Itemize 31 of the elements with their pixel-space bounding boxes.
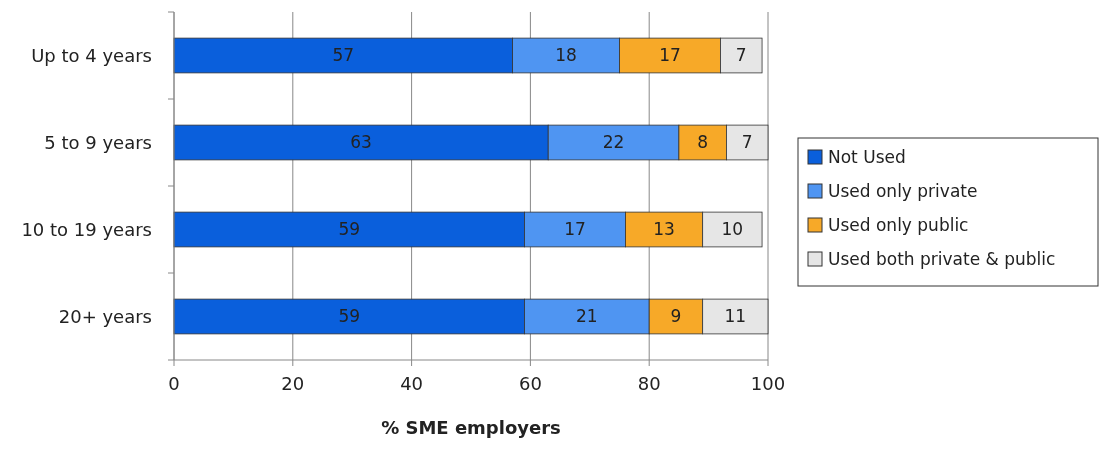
data-label: 18	[555, 45, 577, 66]
x-tick-label: 80	[637, 373, 661, 394]
data-label: 57	[332, 45, 355, 66]
data-label: 9	[670, 306, 682, 327]
legend-label: Used both private & public	[828, 248, 1056, 269]
data-label: 11	[724, 306, 747, 327]
data-label: 7	[735, 45, 747, 66]
data-label: 59	[338, 306, 361, 327]
y-tick-label: 5 to 9 years	[44, 131, 152, 153]
x-tick-label: 60	[518, 373, 542, 394]
legend-label: Used only public	[828, 214, 969, 235]
x-tick-label: 40	[400, 373, 424, 394]
data-label: 13	[653, 219, 675, 240]
data-label: 10	[721, 219, 744, 240]
data-label: 63	[350, 132, 372, 153]
y-tick-label: 10 to 19 years	[21, 218, 152, 240]
data-label: 17	[564, 219, 586, 240]
legend-label: Not Used	[828, 146, 906, 167]
x-axis-title: % SME employers	[381, 417, 561, 438]
data-label: 59	[338, 219, 361, 240]
x-tick-label: 0	[168, 373, 180, 394]
y-tick-label: 20+ years	[58, 305, 152, 327]
legend-label: Used only private	[828, 180, 978, 201]
data-label: 8	[697, 132, 709, 153]
y-tick-label: Up to 4 years	[31, 44, 152, 66]
x-tick-label: 100	[750, 373, 786, 394]
data-label: 17	[659, 45, 681, 66]
data-label: 22	[602, 132, 625, 153]
data-label: 21	[576, 306, 598, 327]
data-label: 7	[741, 132, 753, 153]
x-tick-label: 20	[281, 373, 305, 394]
